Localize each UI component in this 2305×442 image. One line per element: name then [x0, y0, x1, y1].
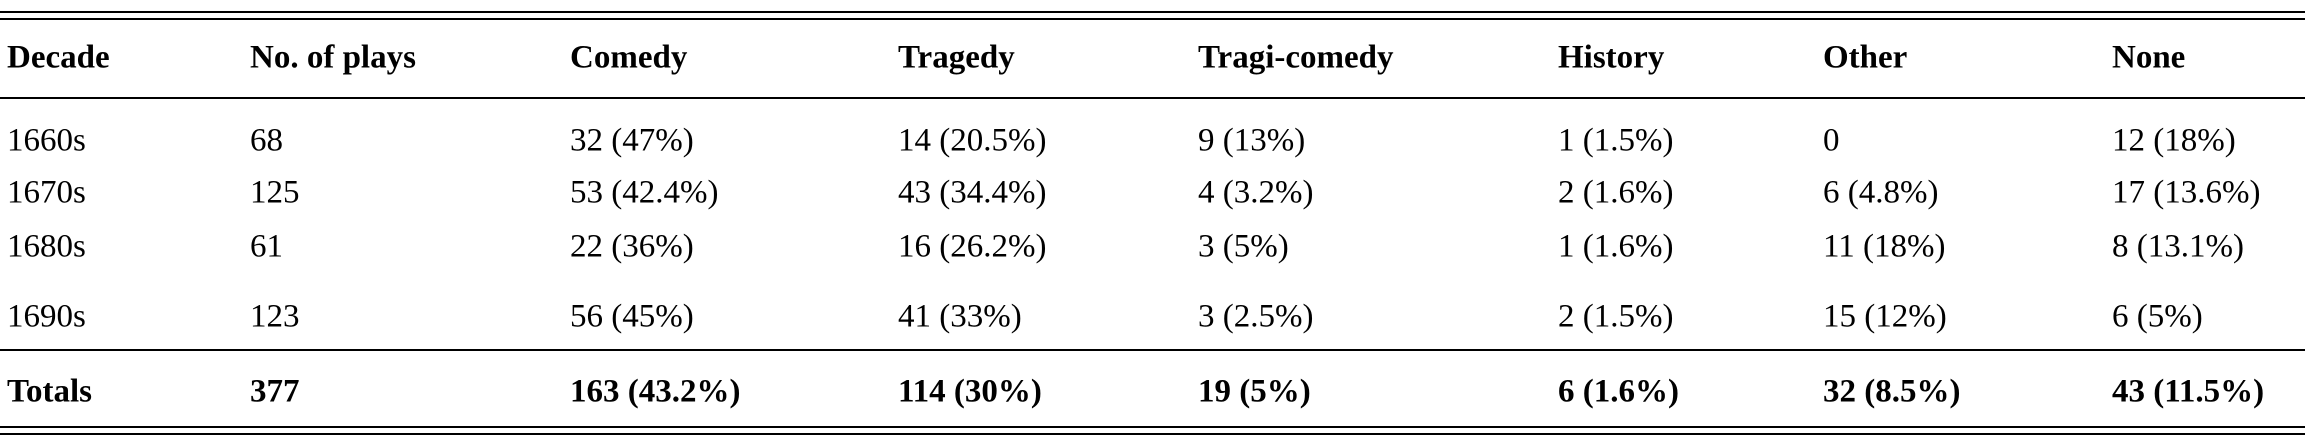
header-cell: Tragedy — [898, 39, 1015, 76]
cell: 53 (42.4%) — [570, 174, 719, 211]
cell: 125 — [250, 174, 300, 211]
totals-cell: 114 (30%) — [898, 373, 1042, 410]
cell: 4 (3.2%) — [1198, 174, 1314, 211]
top-rule — [0, 18, 2305, 20]
header-cell: Other — [1823, 39, 1908, 76]
totals-cell: 19 (5%) — [1198, 373, 1311, 410]
cell: 8 (13.1%) — [2112, 228, 2244, 265]
cell: 61 — [250, 228, 283, 265]
cell: 3 (5%) — [1198, 228, 1289, 265]
totals-cell: 377 — [250, 373, 300, 410]
cell: 32 (47%) — [570, 122, 694, 159]
cell: 1 (1.6%) — [1558, 228, 1674, 265]
cell: 1690s — [7, 298, 86, 335]
cell: 56 (45%) — [570, 298, 694, 335]
cell: 11 (18%) — [1823, 228, 1946, 265]
bottom-rule — [0, 433, 2305, 435]
bottom-rule — [0, 426, 2305, 428]
cell: 12 (18%) — [2112, 122, 2236, 159]
cell: 2 (1.6%) — [1558, 174, 1674, 211]
cell: 6 (5%) — [2112, 298, 2203, 335]
cell: 17 (13.6%) — [2112, 174, 2261, 211]
cell: 0 — [1823, 122, 1840, 159]
totals-cell: Totals — [7, 373, 92, 410]
cell: 9 (13%) — [1198, 122, 1306, 159]
header-cell: Tragi-comedy — [1198, 39, 1394, 76]
totals-cell: 32 (8.5%) — [1823, 373, 1961, 410]
cell: 1 (1.5%) — [1558, 122, 1674, 159]
cell: 68 — [250, 122, 283, 159]
cell: 43 (34.4%) — [898, 174, 1047, 211]
top-rule — [0, 11, 2305, 13]
cell: 1660s — [7, 122, 86, 159]
totals-cell: 43 (11.5%) — [2112, 373, 2265, 410]
header-cell: No. of plays — [250, 39, 416, 76]
header-cell: Comedy — [570, 39, 688, 76]
cell: 15 (12%) — [1823, 298, 1947, 335]
header-rule — [0, 97, 2305, 99]
header-cell: Decade — [7, 39, 110, 76]
totals-cell: 6 (1.6%) — [1558, 373, 1679, 410]
cell: 123 — [250, 298, 300, 335]
cell: 14 (20.5%) — [898, 122, 1047, 159]
cell: 16 (26.2%) — [898, 228, 1047, 265]
cell: 1680s — [7, 228, 86, 265]
cell: 22 (36%) — [570, 228, 694, 265]
totals-cell: 163 (43.2%) — [570, 373, 741, 410]
cell: 2 (1.5%) — [1558, 298, 1674, 335]
totals-rule — [0, 349, 2305, 351]
header-cell: None — [2112, 39, 2186, 76]
cell: 1670s — [7, 174, 86, 211]
cell: 6 (4.8%) — [1823, 174, 1939, 211]
header-cell: History — [1558, 39, 1665, 76]
cell: 3 (2.5%) — [1198, 298, 1314, 335]
cell: 41 (33%) — [898, 298, 1022, 335]
